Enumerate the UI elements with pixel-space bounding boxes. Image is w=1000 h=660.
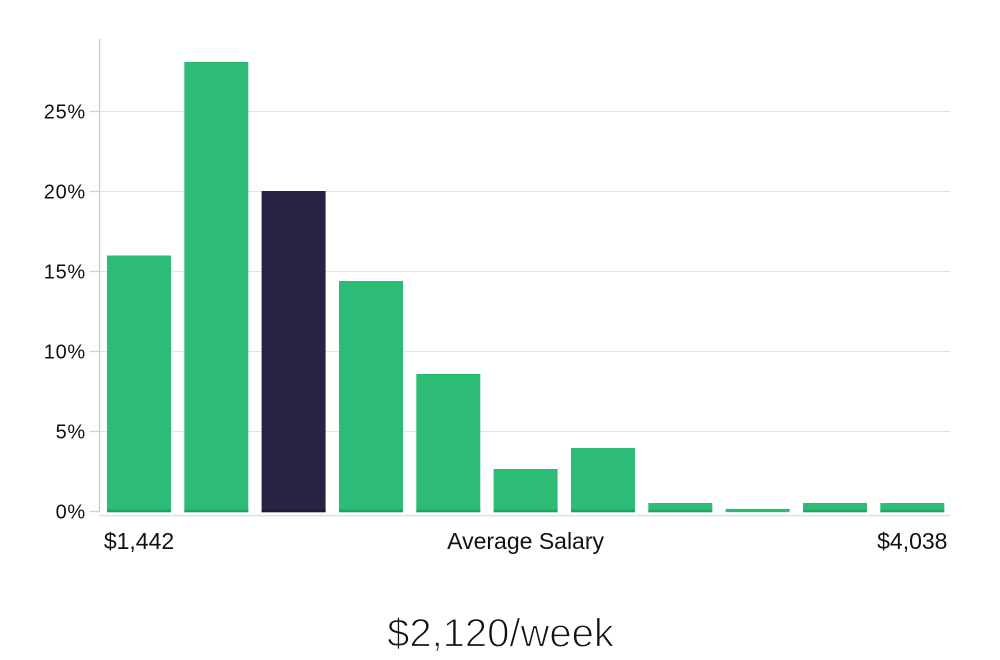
- svg-text:5%: 5%: [56, 422, 86, 444]
- svg-text:Average Salary: Average Salary: [447, 528, 604, 554]
- svg-text:20%: 20%: [44, 182, 86, 204]
- svg-text:$1,442: $1,442: [104, 528, 174, 554]
- svg-text:10%: 10%: [44, 342, 86, 364]
- svg-text:$2,120/week: $2,120/week: [387, 611, 615, 655]
- svg-text:25%: 25%: [44, 102, 86, 124]
- svg-text:$4,038: $4,038: [877, 528, 947, 554]
- svg-text:0%: 0%: [56, 502, 86, 524]
- svg-text:15%: 15%: [44, 262, 86, 284]
